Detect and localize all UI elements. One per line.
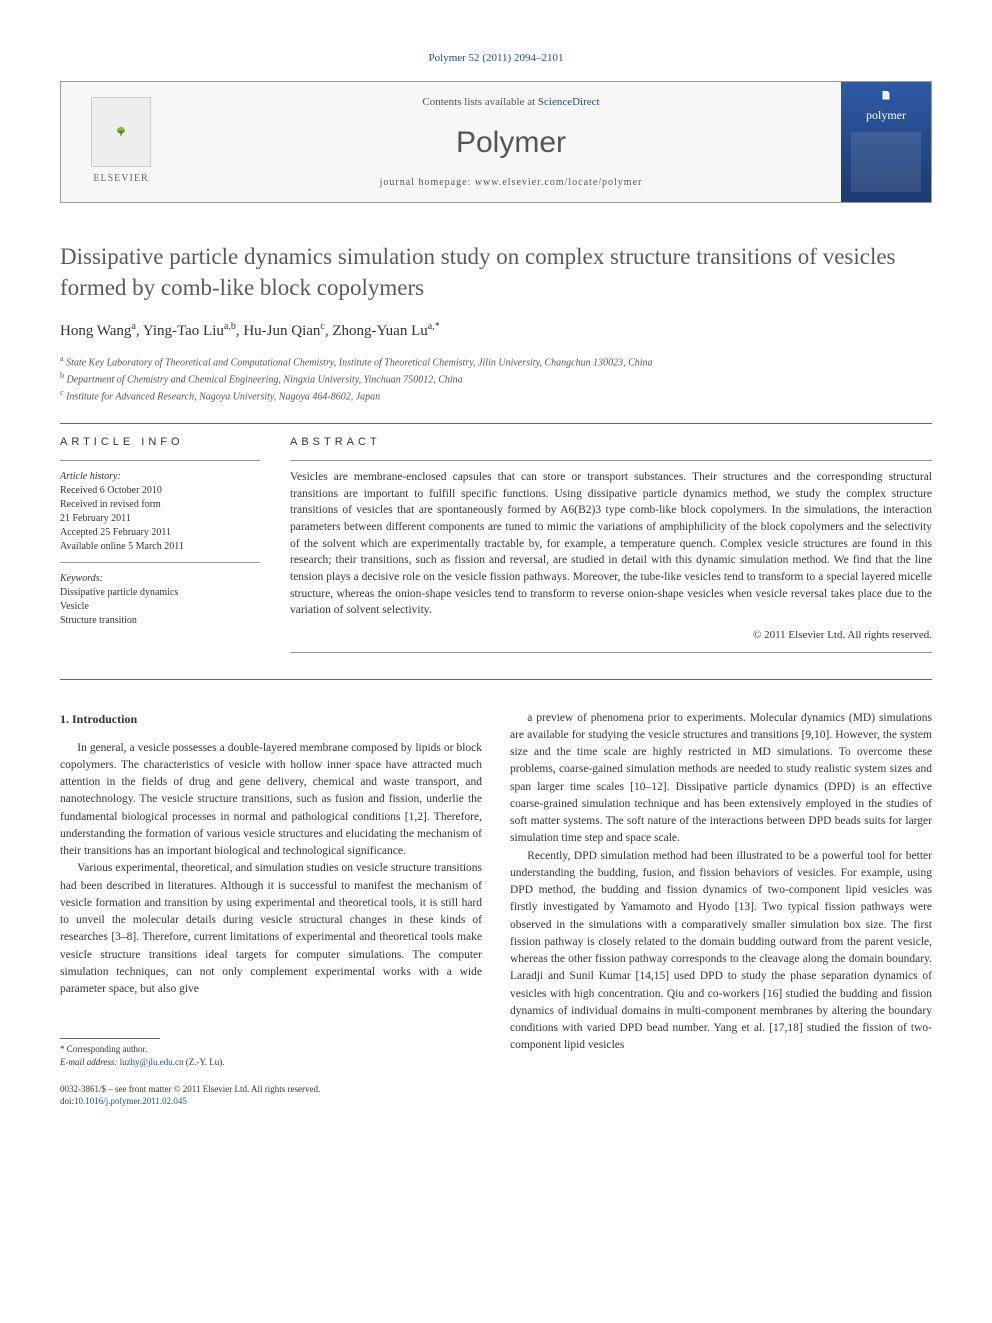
ai-rule-1 <box>60 460 260 461</box>
keyword-1: Vesicle <box>60 600 260 614</box>
author-3: Hu-Jun Qianc <box>243 323 325 339</box>
author-2: Ying-Tao Liua,b <box>143 323 236 339</box>
keyword-0: Dissipative particle dynamics <box>60 586 260 600</box>
article-title: Dissipative particle dynamics simulation… <box>60 241 932 303</box>
history-1: Received in revised form <box>60 498 260 512</box>
journal-name: Polymer <box>191 120 831 165</box>
history-0: Received 6 October 2010 <box>60 484 260 498</box>
column-left: 1. Introduction In general, a vesicle po… <box>60 710 482 1069</box>
doi-line: doi:10.1016/j.polymer.2011.02.045 <box>60 1095 320 1108</box>
ai-rule-2 <box>60 562 260 563</box>
publisher-logo-area: 🌳 ELSEVIER <box>61 82 181 203</box>
column-right: a preview of phenomena prior to experime… <box>510 710 932 1069</box>
contents-available-line: Contents lists available at ScienceDirec… <box>191 94 831 111</box>
abstract: ABSTRACT Vesicles are membrane-enclosed … <box>290 434 932 661</box>
publisher-label: ELSEVIER <box>93 171 148 186</box>
doi-link[interactable]: 10.1016/j.polymer.2011.02.045 <box>74 1096 187 1106</box>
email-label: E-mail address: <box>60 1057 120 1067</box>
para-2: Various experimental, theoretical, and s… <box>60 860 482 998</box>
corresponding-star: * <box>435 321 440 332</box>
rule-above-abstract <box>60 423 932 424</box>
section-1-head: 1. Introduction <box>60 710 482 728</box>
journal-header-box: 🌳 ELSEVIER Contents lists available at S… <box>60 81 932 204</box>
header-center: Contents lists available at ScienceDirec… <box>181 82 841 203</box>
footnote: * Corresponding author. E-mail address: … <box>60 1043 482 1068</box>
affiliations: a State Key Laboratory of Theoretical an… <box>60 353 932 405</box>
authors-line: Hong Wanga, Ying-Tao Liua,b, Hu-Jun Qian… <box>60 319 932 343</box>
para-1: In general, a vesicle possesses a double… <box>60 740 482 861</box>
affiliation-b: b Department of Chemistry and Chemical E… <box>60 370 932 387</box>
article-info: ARTICLE INFO Article history: Received 6… <box>60 434 260 661</box>
cover-icon: 📄 <box>881 90 891 102</box>
contents-prefix: Contents lists available at <box>422 96 537 108</box>
cover-title: polymer <box>866 106 906 124</box>
author-4: Zhong-Yuan Lua,* <box>332 323 439 339</box>
corresponding-email-link[interactable]: luzhy@jlu.edu.cn <box>120 1057 184 1067</box>
page-footer: 0032-3861/$ – see front matter © 2011 El… <box>60 1083 932 1108</box>
journal-cover-thumb: 📄 polymer <box>841 82 931 203</box>
article-info-head: ARTICLE INFO <box>60 434 260 451</box>
abstract-head: ABSTRACT <box>290 434 932 451</box>
homepage-prefix: journal homepage: <box>380 177 475 188</box>
sciencedirect-link[interactable]: ScienceDirect <box>538 96 600 108</box>
affiliation-c: c Institute for Advanced Research, Nagoy… <box>60 387 932 404</box>
info-abstract-row: ARTICLE INFO Article history: Received 6… <box>60 434 932 661</box>
journal-homepage-line: journal homepage: www.elsevier.com/locat… <box>191 175 831 190</box>
email-line: E-mail address: luzhy@jlu.edu.cn (Z.-Y. … <box>60 1056 482 1069</box>
para-3: a preview of phenomena prior to experime… <box>510 710 932 848</box>
author-1: Hong Wanga <box>60 323 136 339</box>
corresponding-label: * Corresponding author. <box>60 1043 482 1056</box>
footnote-rule <box>60 1038 160 1039</box>
keywords-label: Keywords: <box>60 571 260 586</box>
rule-below-abstract <box>60 679 932 680</box>
keyword-2: Structure transition <box>60 614 260 628</box>
abstract-rule-bottom <box>290 652 932 653</box>
keywords-block: Keywords: Dissipative particle dynamics … <box>60 571 260 628</box>
citation-top: Polymer 52 (2011) 2094–2101 <box>60 50 932 67</box>
affiliation-a: a State Key Laboratory of Theoretical an… <box>60 353 932 370</box>
article-history-block: Article history: Received 6 October 2010… <box>60 469 260 554</box>
history-3: Accepted 25 February 2011 <box>60 526 260 540</box>
para-4: Recently, DPD simulation method had been… <box>510 848 932 1055</box>
body-columns: 1. Introduction In general, a vesicle po… <box>60 710 932 1069</box>
history-label: Article history: <box>60 469 260 484</box>
abstract-copyright: © 2011 Elsevier Ltd. All rights reserved… <box>290 627 932 644</box>
abstract-text: Vesicles are membrane-enclosed capsules … <box>290 469 932 619</box>
history-2: 21 February 2011 <box>60 512 260 526</box>
footer-left: 0032-3861/$ – see front matter © 2011 El… <box>60 1083 320 1108</box>
cover-image-placeholder <box>851 132 921 192</box>
history-4: Available online 5 March 2011 <box>60 540 260 554</box>
email-suffix: (Z.-Y. Lu). <box>183 1057 224 1067</box>
abstract-rule <box>290 460 932 461</box>
elsevier-tree-icon: 🌳 <box>91 97 151 167</box>
doi-prefix: doi: <box>60 1096 74 1106</box>
page: Polymer 52 (2011) 2094–2101 🌳 ELSEVIER C… <box>0 0 992 1158</box>
issn-line: 0032-3861/$ – see front matter © 2011 El… <box>60 1083 320 1096</box>
homepage-url[interactable]: www.elsevier.com/locate/polymer <box>475 177 643 188</box>
